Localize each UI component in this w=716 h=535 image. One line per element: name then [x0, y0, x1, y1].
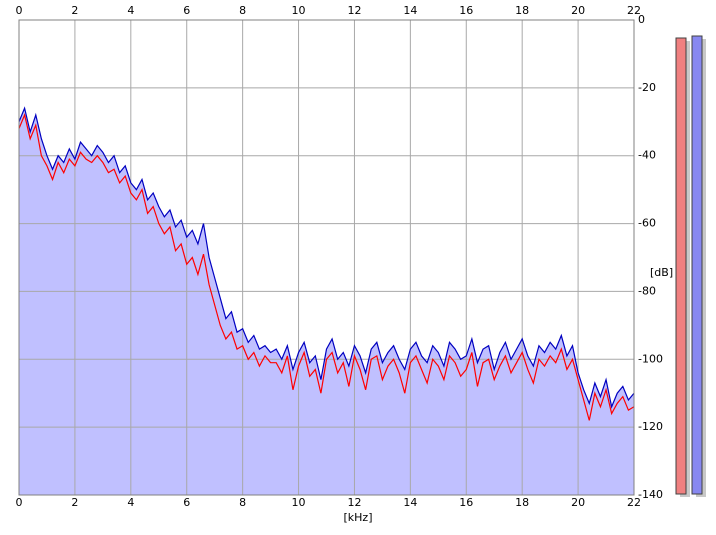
- x-tick-label-top: 16: [459, 4, 473, 17]
- spectrum-area: [19, 108, 634, 495]
- y-tick-label: 0: [638, 13, 645, 26]
- x-tick-label-top: 20: [571, 4, 585, 17]
- y-tick-label: -60: [638, 217, 656, 230]
- level-meter-right: [691, 35, 703, 495]
- x-tick-label-top: 8: [239, 4, 246, 17]
- x-tick-label: 10: [292, 496, 306, 509]
- x-tick-label: 22: [627, 496, 641, 509]
- x-tick-label: 12: [347, 496, 361, 509]
- x-tick-label: 6: [183, 496, 190, 509]
- x-tick-label-top: 0: [16, 4, 23, 17]
- x-tick-label-top: 18: [515, 4, 529, 17]
- y-tick-label: -40: [638, 149, 656, 162]
- x-tick-label: 8: [239, 496, 246, 509]
- y-tick-label: -20: [638, 81, 656, 94]
- y-tick-label: -100: [638, 352, 663, 365]
- x-tick-label-top: 12: [347, 4, 361, 17]
- spectrum-line: [18, 113, 635, 421]
- x-tick-label: 2: [71, 496, 78, 509]
- y-tick-label: -80: [638, 284, 656, 297]
- y-tick-label: -140: [638, 488, 663, 501]
- x-tick-label: 14: [403, 496, 417, 509]
- x-tick-label: 20: [571, 496, 585, 509]
- plot-area: [18, 19, 635, 496]
- y-axis-label: [dB]: [650, 266, 673, 279]
- x-tick-label-top: 4: [127, 4, 134, 17]
- x-tick-label: 4: [127, 496, 134, 509]
- x-tick-label-top: 22: [627, 4, 641, 17]
- x-axis-label: [kHz]: [344, 511, 373, 524]
- x-tick-label: 18: [515, 496, 529, 509]
- spectrum-line: [18, 106, 635, 409]
- x-tick-label-top: 2: [71, 4, 78, 17]
- x-tick-label-top: 14: [403, 4, 417, 17]
- x-tick-label: 16: [459, 496, 473, 509]
- plot-frame: [18, 19, 635, 496]
- level-meter-left: [675, 37, 687, 495]
- x-tick-label-top: 10: [292, 4, 306, 17]
- y-tick-label: -120: [638, 420, 663, 433]
- x-tick-label-top: 6: [183, 4, 190, 17]
- x-tick-label: 0: [16, 496, 23, 509]
